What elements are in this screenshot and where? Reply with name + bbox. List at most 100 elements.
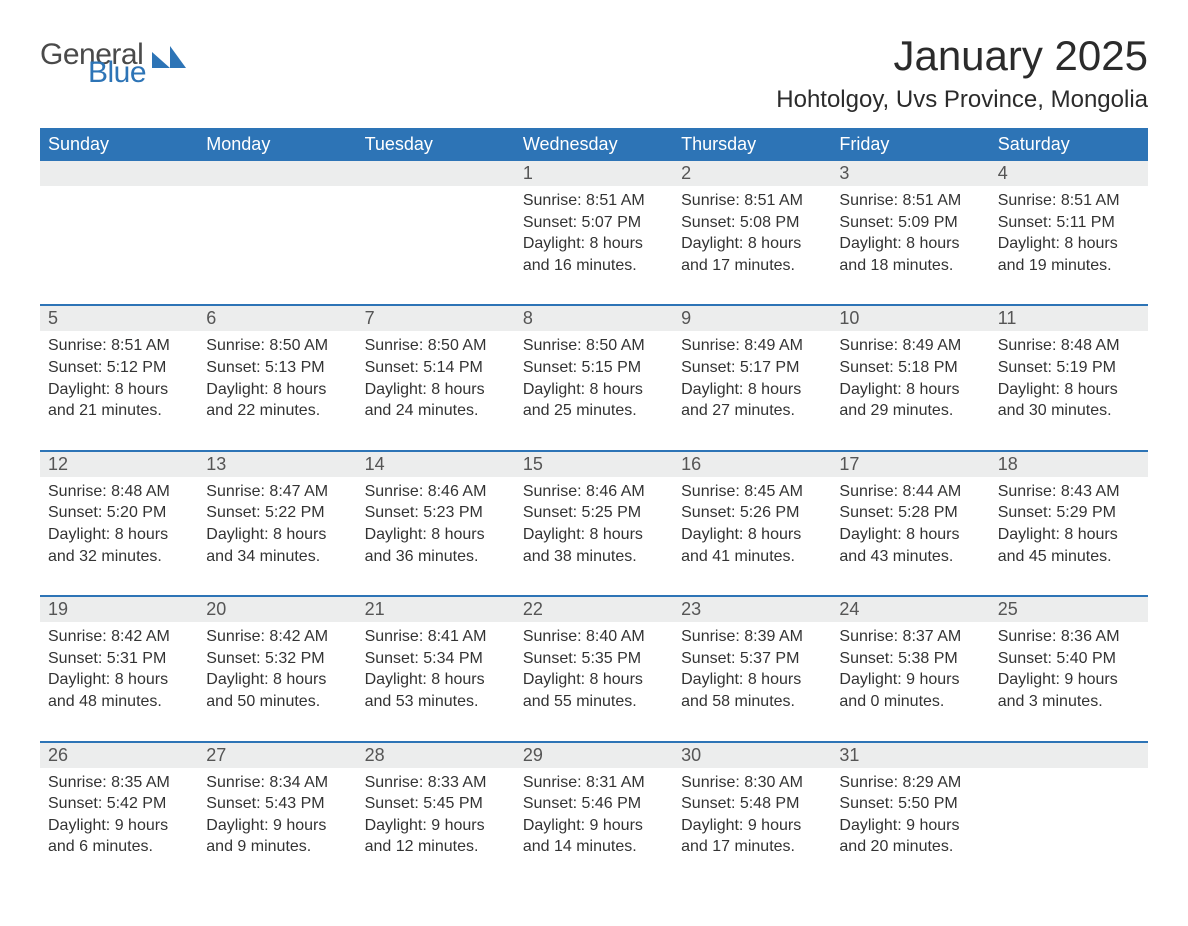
daylight-line-2: and 53 minutes.: [365, 691, 507, 713]
day-number: 26: [40, 743, 198, 768]
daylight-line-1: Daylight: 9 hours: [839, 669, 981, 691]
sunrise-line: Sunrise: 8:51 AM: [839, 190, 981, 212]
sunset-line: Sunset: 5:22 PM: [206, 502, 348, 524]
weekday-header: Saturday: [990, 128, 1148, 161]
calendar-day-cell: 27Sunrise: 8:34 AMSunset: 5:43 PMDayligh…: [198, 742, 356, 886]
sunrise-line: Sunrise: 8:44 AM: [839, 481, 981, 503]
day-number: 29: [515, 743, 673, 768]
sunrise-line: Sunrise: 8:50 AM: [365, 335, 507, 357]
weekday-header: Monday: [198, 128, 356, 161]
day-details: Sunrise: 8:40 AMSunset: 5:35 PMDaylight:…: [523, 626, 665, 712]
calendar-table: Sunday Monday Tuesday Wednesday Thursday…: [40, 128, 1148, 886]
day-details: Sunrise: 8:51 AMSunset: 5:11 PMDaylight:…: [998, 190, 1140, 276]
sunrise-line: Sunrise: 8:46 AM: [365, 481, 507, 503]
day-number: 19: [40, 597, 198, 622]
day-number: 5: [40, 306, 198, 331]
day-number: 1: [515, 161, 673, 186]
sunset-line: Sunset: 5:12 PM: [48, 357, 190, 379]
calendar-day-cell: 22 Sunrise: 8:40 AMSunset: 5:35 PMDayligh…: [515, 596, 673, 741]
daylight-line-2: and 17 minutes.: [681, 255, 823, 277]
calendar-day-cell: 13 Sunrise: 8:47 AMSunset: 5:22 PMDayligh…: [198, 451, 356, 596]
day-number: 11: [990, 306, 1148, 331]
day-details: Sunrise: 8:46 AMSunset: 5:25 PMDaylight:…: [523, 481, 665, 567]
day-details: Sunrise: 8:36 AMSunset: 5:40 PMDaylight:…: [998, 626, 1140, 712]
sunrise-line: Sunrise: 8:34 AM: [206, 772, 348, 794]
day-number: 8: [515, 306, 673, 331]
day-number: 22: [515, 597, 673, 622]
day-details: Sunrise: 8:39 AMSunset: 5:37 PMDaylight:…: [681, 626, 823, 712]
sunrise-line: Sunrise: 8:42 AM: [206, 626, 348, 648]
day-details: Sunrise: 8:45 AMSunset: 5:26 PMDaylight:…: [681, 481, 823, 567]
day-number: 28: [357, 743, 515, 768]
page-title: January 2025: [776, 32, 1148, 80]
sunset-line: Sunset: 5:28 PM: [839, 502, 981, 524]
calendar-day-cell: [990, 742, 1148, 886]
sunrise-line: Sunrise: 8:36 AM: [998, 626, 1140, 648]
day-details: Sunrise: 8:48 AMSunset: 5:20 PMDaylight:…: [48, 481, 190, 567]
day-number: 16: [673, 452, 831, 477]
day-details: Sunrise: 8:51 AMSunset: 5:07 PMDaylight:…: [523, 190, 665, 276]
calendar-day-cell: 8 Sunrise: 8:50 AMSunset: 5:15 PMDaylight…: [515, 305, 673, 450]
daylight-line-2: and 32 minutes.: [48, 546, 190, 568]
day-number: 13: [198, 452, 356, 477]
calendar-day-cell: 5Sunrise: 8:51 AMSunset: 5:12 PMDaylight…: [40, 305, 198, 450]
calendar-day-cell: 12Sunrise: 8:48 AMSunset: 5:20 PMDayligh…: [40, 451, 198, 596]
daylight-line-1: Daylight: 8 hours: [998, 233, 1140, 255]
calendar-day-cell: 16 Sunrise: 8:45 AMSunset: 5:26 PMDayligh…: [673, 451, 831, 596]
calendar-week-row: 19Sunrise: 8:42 AMSunset: 5:31 PMDayligh…: [40, 596, 1148, 741]
weekday-header: Tuesday: [357, 128, 515, 161]
day-details: Sunrise: 8:30 AMSunset: 5:48 PMDaylight:…: [681, 772, 823, 858]
sunrise-line: Sunrise: 8:40 AM: [523, 626, 665, 648]
weekday-header: Thursday: [673, 128, 831, 161]
day-number: [40, 161, 198, 186]
calendar-day-cell: 11Sunrise: 8:48 AMSunset: 5:19 PMDayligh…: [990, 305, 1148, 450]
sunset-line: Sunset: 5:14 PM: [365, 357, 507, 379]
sunrise-line: Sunrise: 8:35 AM: [48, 772, 190, 794]
day-details: Sunrise: 8:29 AMSunset: 5:50 PMDaylight:…: [839, 772, 981, 858]
day-details: Sunrise: 8:50 AMSunset: 5:15 PMDaylight:…: [523, 335, 665, 421]
daylight-line-2: and 3 minutes.: [998, 691, 1140, 713]
daylight-line-2: and 19 minutes.: [998, 255, 1140, 277]
calendar-day-cell: 26Sunrise: 8:35 AMSunset: 5:42 PMDayligh…: [40, 742, 198, 886]
calendar-day-cell: 6Sunrise: 8:50 AMSunset: 5:13 PMDaylight…: [198, 305, 356, 450]
sunrise-line: Sunrise: 8:45 AM: [681, 481, 823, 503]
sunrise-line: Sunrise: 8:41 AM: [365, 626, 507, 648]
calendar-week-row: 26Sunrise: 8:35 AMSunset: 5:42 PMDayligh…: [40, 742, 1148, 886]
logo: General Blue: [40, 20, 186, 88]
daylight-line-1: Daylight: 9 hours: [998, 669, 1140, 691]
day-details: Sunrise: 8:42 AMSunset: 5:31 PMDaylight:…: [48, 626, 190, 712]
calendar-week-row: 1 Sunrise: 8:51 AMSunset: 5:07 PMDaylight…: [40, 161, 1148, 305]
day-number: 15: [515, 452, 673, 477]
day-number: 9: [673, 306, 831, 331]
sunrise-line: Sunrise: 8:48 AM: [48, 481, 190, 503]
sunset-line: Sunset: 5:31 PM: [48, 648, 190, 670]
sunrise-line: Sunrise: 8:49 AM: [681, 335, 823, 357]
calendar-day-cell: 30Sunrise: 8:30 AMSunset: 5:48 PMDayligh…: [673, 742, 831, 886]
calendar-day-cell: 20Sunrise: 8:42 AMSunset: 5:32 PMDayligh…: [198, 596, 356, 741]
day-details: Sunrise: 8:47 AMSunset: 5:22 PMDaylight:…: [206, 481, 348, 567]
daylight-line-2: and 30 minutes.: [998, 400, 1140, 422]
day-number: 23: [673, 597, 831, 622]
daylight-line-2: and 22 minutes.: [206, 400, 348, 422]
daylight-line-2: and 12 minutes.: [365, 836, 507, 858]
daylight-line-1: Daylight: 8 hours: [48, 379, 190, 401]
daylight-line-1: Daylight: 8 hours: [998, 524, 1140, 546]
day-number: 4: [990, 161, 1148, 186]
calendar-day-cell: 14Sunrise: 8:46 AMSunset: 5:23 PMDayligh…: [357, 451, 515, 596]
day-number: 6: [198, 306, 356, 331]
daylight-line-1: Daylight: 8 hours: [681, 379, 823, 401]
calendar-day-cell: 7 Sunrise: 8:50 AMSunset: 5:14 PMDaylight…: [357, 305, 515, 450]
daylight-line-2: and 34 minutes.: [206, 546, 348, 568]
day-number: 14: [357, 452, 515, 477]
calendar-day-cell: 24Sunrise: 8:37 AMSunset: 5:38 PMDayligh…: [831, 596, 989, 741]
calendar-day-cell: 31Sunrise: 8:29 AMSunset: 5:50 PMDayligh…: [831, 742, 989, 886]
daylight-line-2: and 27 minutes.: [681, 400, 823, 422]
day-details: Sunrise: 8:33 AMSunset: 5:45 PMDaylight:…: [365, 772, 507, 858]
daylight-line-1: Daylight: 8 hours: [523, 524, 665, 546]
daylight-line-2: and 6 minutes.: [48, 836, 190, 858]
daylight-line-1: Daylight: 8 hours: [681, 669, 823, 691]
daylight-line-2: and 29 minutes.: [839, 400, 981, 422]
day-number: 7: [357, 306, 515, 331]
daylight-line-1: Daylight: 8 hours: [365, 379, 507, 401]
daylight-line-1: Daylight: 9 hours: [681, 815, 823, 837]
